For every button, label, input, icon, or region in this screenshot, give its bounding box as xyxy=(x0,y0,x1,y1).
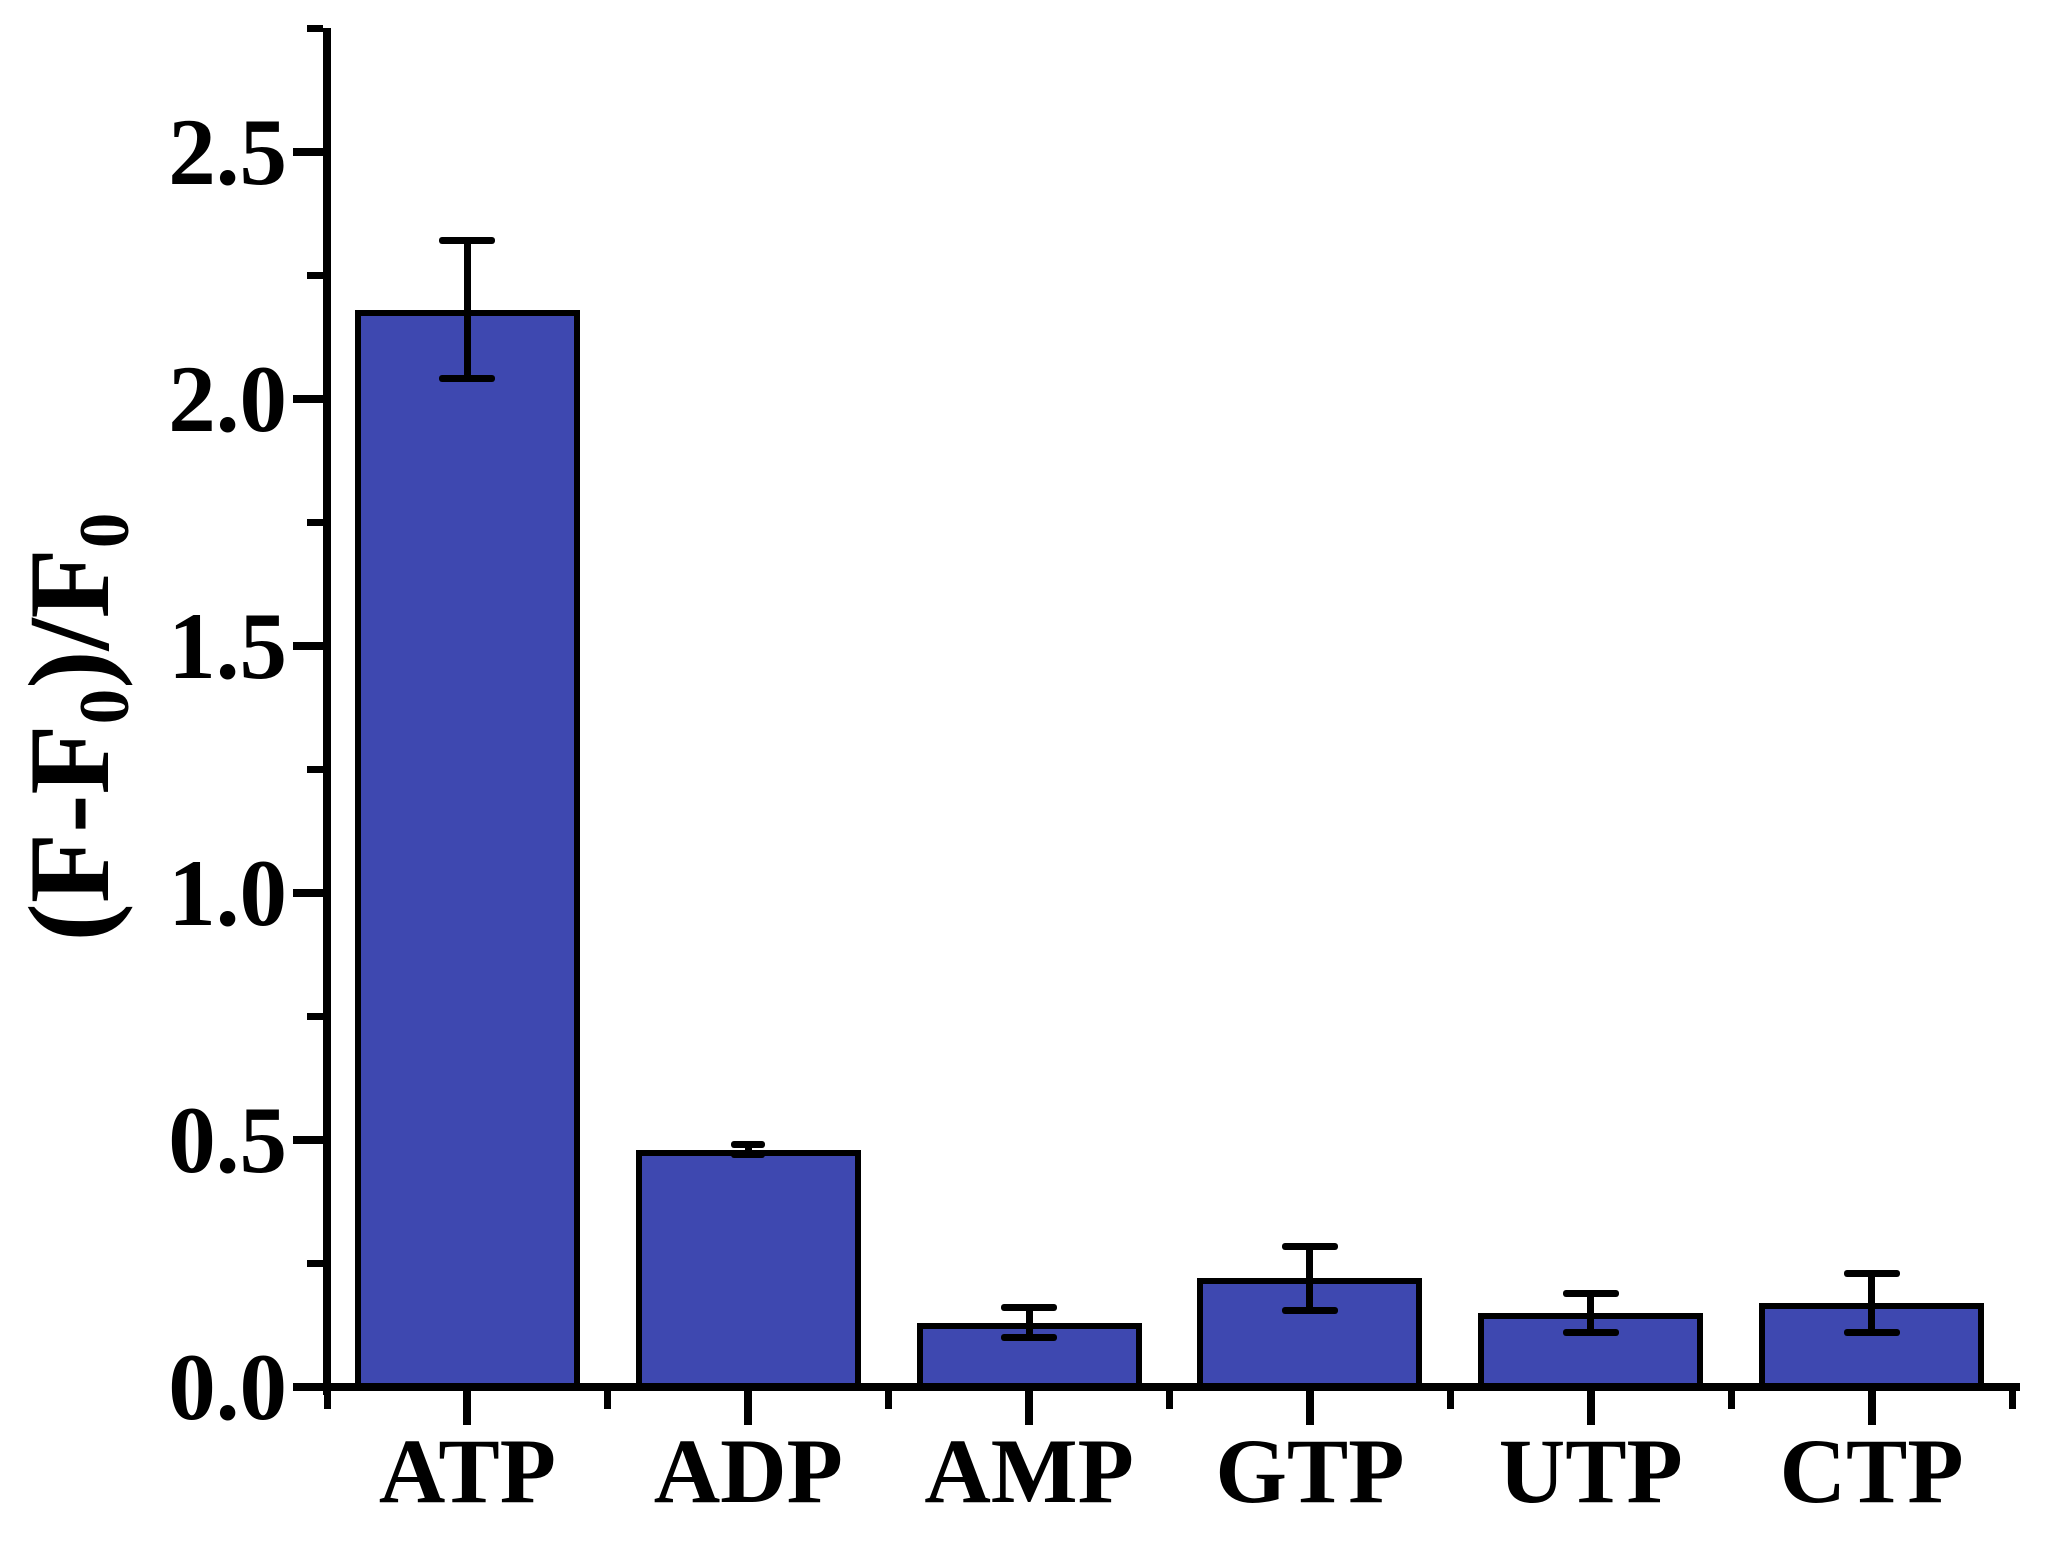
y-tick-label: 2.5 xyxy=(168,98,287,205)
x-tick-label-amp: AMP xyxy=(924,1420,1134,1522)
error-cap-top-ctp xyxy=(1843,1269,1900,1277)
x-major-tick xyxy=(463,1391,472,1425)
error-cap-bottom-utp xyxy=(1562,1329,1619,1337)
y-tick-label: 1.0 xyxy=(168,839,287,946)
x-tick-label-atp: ATP xyxy=(378,1420,556,1522)
error-cap-top-adp xyxy=(731,1141,766,1149)
x-minor-tick xyxy=(885,1391,893,1409)
x-minor-tick xyxy=(323,1391,331,1409)
y-major-tick xyxy=(293,641,323,650)
x-minor-tick xyxy=(1166,1391,1173,1409)
x-axis-line xyxy=(323,1383,2020,1391)
y-major-tick xyxy=(293,147,323,156)
bar-adp xyxy=(635,1149,861,1391)
error-cap-top-gtp xyxy=(1281,1242,1338,1250)
error-bar-amp xyxy=(1025,1307,1033,1338)
error-bar-ctp xyxy=(1868,1273,1876,1333)
y-minor-tick xyxy=(307,518,323,526)
y-minor-tick xyxy=(307,1012,323,1020)
y-tick-label: 1.5 xyxy=(168,592,287,699)
x-tick-label-adp: ADP xyxy=(653,1420,843,1522)
x-major-tick xyxy=(744,1391,753,1425)
bar-atp xyxy=(354,309,580,1391)
x-minor-tick xyxy=(604,1391,612,1409)
x-minor-tick xyxy=(1727,1391,1735,1409)
y-axis-line xyxy=(323,28,331,1395)
x-major-tick xyxy=(1586,1391,1595,1425)
x-major-tick xyxy=(1867,1391,1876,1425)
error-cap-bottom-atp xyxy=(439,375,496,383)
y-tick-label: 0.0 xyxy=(168,1334,287,1440)
x-tick-label-utp: UTP xyxy=(1498,1420,1683,1522)
error-cap-top-atp xyxy=(439,236,496,244)
y-minor-tick xyxy=(307,24,323,32)
x-minor-tick xyxy=(2008,1391,2016,1409)
error-cap-bottom-adp xyxy=(731,1151,766,1159)
x-major-tick xyxy=(1025,1391,1034,1425)
y-minor-tick xyxy=(307,765,323,773)
y-major-tick xyxy=(293,1383,323,1391)
y-major-tick xyxy=(293,394,323,403)
error-bar-utp xyxy=(1587,1293,1595,1333)
error-cap-top-utp xyxy=(1562,1289,1619,1297)
x-major-tick xyxy=(1305,1391,1314,1425)
x-tick-label-gtp: GTP xyxy=(1215,1420,1405,1522)
error-bar-adp xyxy=(744,1144,752,1155)
y-minor-tick xyxy=(307,271,323,279)
error-bar-atp xyxy=(463,240,471,379)
y-minor-tick xyxy=(307,1259,323,1267)
y-major-tick xyxy=(293,888,323,897)
error-cap-bottom-gtp xyxy=(1281,1306,1338,1314)
error-bar-gtp xyxy=(1306,1246,1314,1311)
y-tick-label: 2.0 xyxy=(168,345,287,452)
y-tick-label: 0.5 xyxy=(168,1086,287,1193)
y-major-tick xyxy=(293,1135,323,1144)
error-cap-bottom-amp xyxy=(1001,1334,1058,1342)
x-minor-tick xyxy=(1446,1391,1454,1409)
error-cap-top-amp xyxy=(1001,1304,1058,1312)
x-tick-label-ctp: CTP xyxy=(1779,1420,1964,1522)
error-cap-bottom-ctp xyxy=(1843,1329,1900,1337)
